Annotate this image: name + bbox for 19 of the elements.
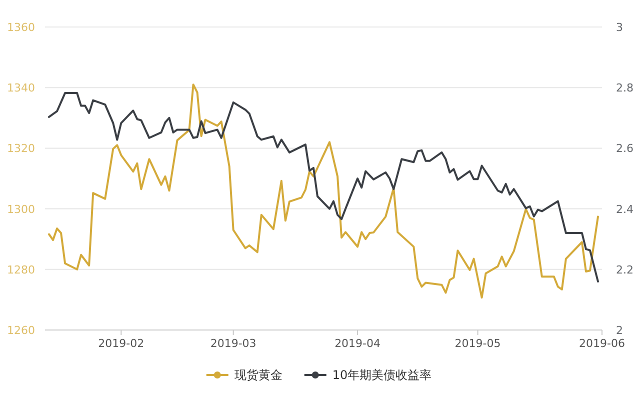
x-tick-label: 2019-04 — [334, 337, 381, 350]
y-tick-label: 1360 — [7, 21, 35, 34]
legend-label: 10年期美债收益率 — [332, 368, 432, 382]
y2-tick-label: 2.4 — [616, 202, 634, 216]
y2-tick-label: 2.2 — [616, 263, 634, 276]
legend-label: 现货黄金 — [234, 368, 282, 382]
y2-tick-label: 2 — [616, 324, 623, 337]
x-tick-label: 2019-06 — [579, 337, 625, 350]
y2-tick-label: 2.8 — [616, 82, 634, 95]
y-tick-label: 1300 — [7, 202, 35, 216]
y-tick-label: 1260 — [7, 324, 35, 337]
y-tick-label: 1280 — [7, 263, 35, 276]
y-tick-label: 1320 — [7, 142, 35, 156]
x-tick-label: 2019-03 — [210, 337, 256, 350]
x-tick-label: 2019-02 — [98, 337, 144, 350]
y2-tick-label: 2.6 — [616, 142, 634, 156]
y-tick-label: 1340 — [7, 82, 35, 95]
y2-tick-label: 3 — [616, 21, 623, 34]
x-tick-label: 2019-05 — [454, 337, 501, 350]
